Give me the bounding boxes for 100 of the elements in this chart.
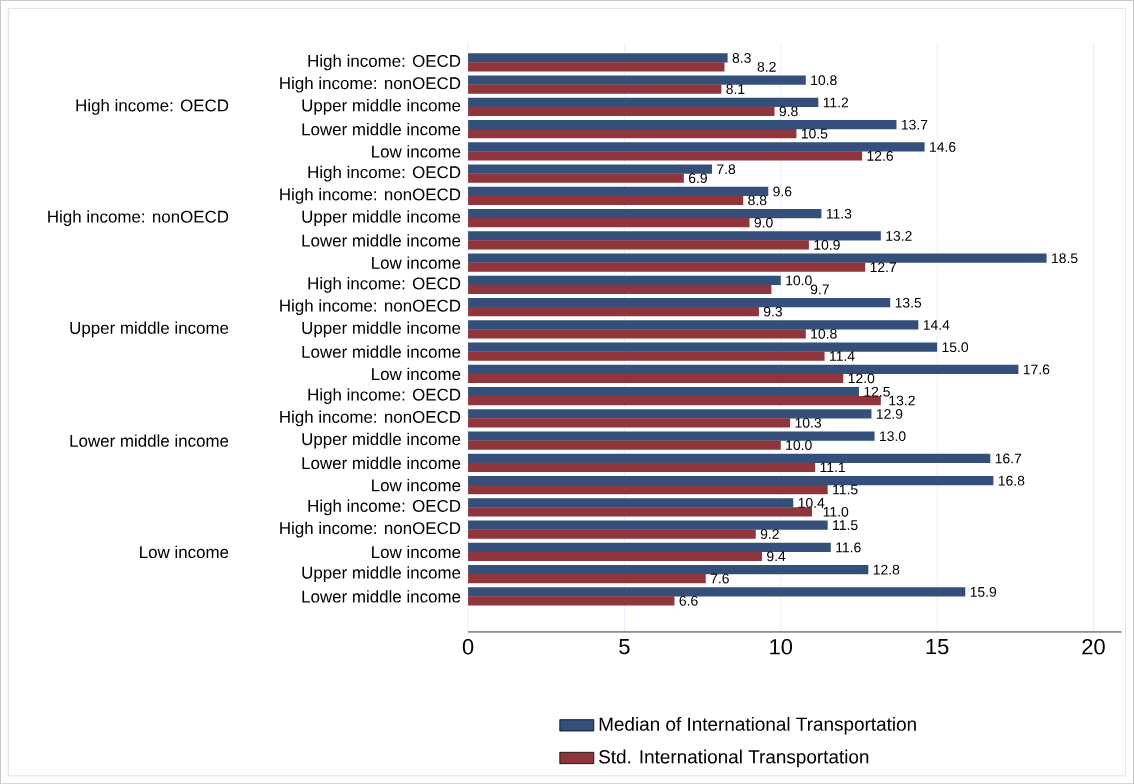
y-tick-label: Upper middle income [302, 210, 461, 226]
data-label: 16.7 [995, 453, 1022, 464]
bar [468, 498, 794, 508]
y-tick-label: High income: nonOECD [280, 187, 461, 204]
y-tick-label: Lower middle income [302, 122, 461, 136]
bar [468, 551, 763, 561]
data-label: 14.6 [930, 141, 956, 152]
y-tick-label: High income: nonOECD [280, 521, 461, 538]
y-tick-label: Low income [372, 367, 461, 380]
data-label: 11.5 [833, 484, 858, 495]
bar [468, 306, 759, 317]
bar [468, 217, 750, 228]
data-label: 7.8 [717, 164, 736, 174]
data-label: 10.0 [786, 440, 812, 450]
data-label: 13.2 [889, 395, 915, 406]
data-label: 10.3 [795, 417, 822, 428]
bar [468, 84, 722, 94]
data-label: 15.9 [970, 586, 997, 597]
data-label: 11.2 [823, 97, 849, 108]
y-tick-label: Upper middle income [302, 321, 461, 338]
data-label: 13.0 [880, 431, 906, 441]
x-tick-label: 10 [770, 638, 793, 655]
data-label: 14.4 [923, 320, 950, 330]
y-tick-label: High income: nonOECD [280, 410, 461, 427]
y-tick-label: High income: nonOECD [280, 76, 461, 93]
bar [468, 128, 797, 139]
legend-label: Median of International Transportation [599, 716, 916, 735]
y-tick-label: High income: OECD [308, 388, 461, 404]
bar [468, 329, 806, 339]
data-label: 10.8 [811, 328, 837, 339]
bar [468, 462, 816, 472]
data-label: 9.0 [754, 217, 773, 228]
data-label: 13.7 [901, 119, 928, 130]
y-tick-label: Low income [372, 145, 461, 158]
bar [468, 142, 925, 152]
bar [468, 106, 775, 116]
bar [468, 119, 897, 130]
bar [468, 297, 891, 308]
data-label: 12.6 [867, 150, 893, 161]
data-label: 12.9 [876, 408, 903, 419]
data-label: 7.6 [710, 573, 729, 584]
bar [468, 573, 706, 584]
legend-label: Std. International Transportation [599, 749, 869, 768]
bar [468, 195, 744, 205]
y-tick-label: Low income [372, 256, 461, 269]
bar [468, 97, 819, 107]
data-label: 9.8 [779, 106, 798, 117]
bar [468, 596, 675, 606]
y-tick-label: Upper middle income [302, 566, 461, 582]
bar [468, 475, 994, 486]
bar [468, 351, 825, 361]
data-label: 11.4 [830, 351, 855, 361]
bar [468, 284, 772, 294]
data-label: 12.0 [848, 373, 875, 384]
y-tick-label: High income: OECD [308, 276, 461, 293]
data-label: 9.6 [773, 186, 792, 197]
bar [468, 484, 828, 495]
x-tick-label: 0 [462, 638, 474, 655]
bar [468, 386, 859, 397]
bar [468, 507, 813, 517]
bar [468, 186, 769, 196]
data-label: 13.2 [886, 230, 912, 241]
y-tick-label: Upper middle income [302, 98, 461, 115]
data-label: 13.5 [895, 297, 922, 308]
data-label: 11.1 [820, 462, 845, 472]
y-tick-label: High income: OECD [308, 499, 461, 516]
data-label: 9.4 [767, 551, 786, 562]
bar [468, 418, 791, 428]
y-tick-label: Lower middle income [302, 234, 461, 247]
data-label: 8.3 [732, 52, 751, 63]
bar [468, 240, 809, 250]
data-label: 8.1 [726, 84, 745, 94]
x-tick-label: 15 [926, 638, 949, 655]
data-label: 11.6 [836, 542, 861, 553]
y-tick-label: Lower middle income [302, 590, 461, 603]
data-label: 10.9 [814, 239, 840, 250]
bar [468, 373, 844, 383]
data-label: 10.4 [798, 497, 825, 508]
data-label: 15.0 [942, 342, 969, 352]
bar [468, 587, 966, 597]
bar [468, 395, 881, 406]
y-tick-label: Low income [372, 478, 461, 492]
bar [468, 151, 863, 161]
bar [468, 253, 1047, 263]
text: Low income [140, 545, 229, 558]
data-label: 9.3 [763, 306, 783, 317]
y-tick-label: High income: nonOECD [280, 299, 461, 315]
y-tick-label: High income: OECD [308, 165, 461, 182]
data-label: 9.7 [810, 284, 829, 295]
bar [468, 75, 806, 85]
data-label: 17.6 [1023, 364, 1050, 375]
bar [468, 275, 781, 285]
bar [468, 409, 872, 419]
data-label: 18.5 [1052, 253, 1078, 263]
data-label: 10.8 [811, 75, 837, 86]
y-tick-label: Low income [372, 545, 461, 558]
bar [468, 53, 728, 63]
bar [468, 231, 881, 241]
bar [468, 173, 684, 183]
text: High income: OECD [76, 98, 229, 115]
